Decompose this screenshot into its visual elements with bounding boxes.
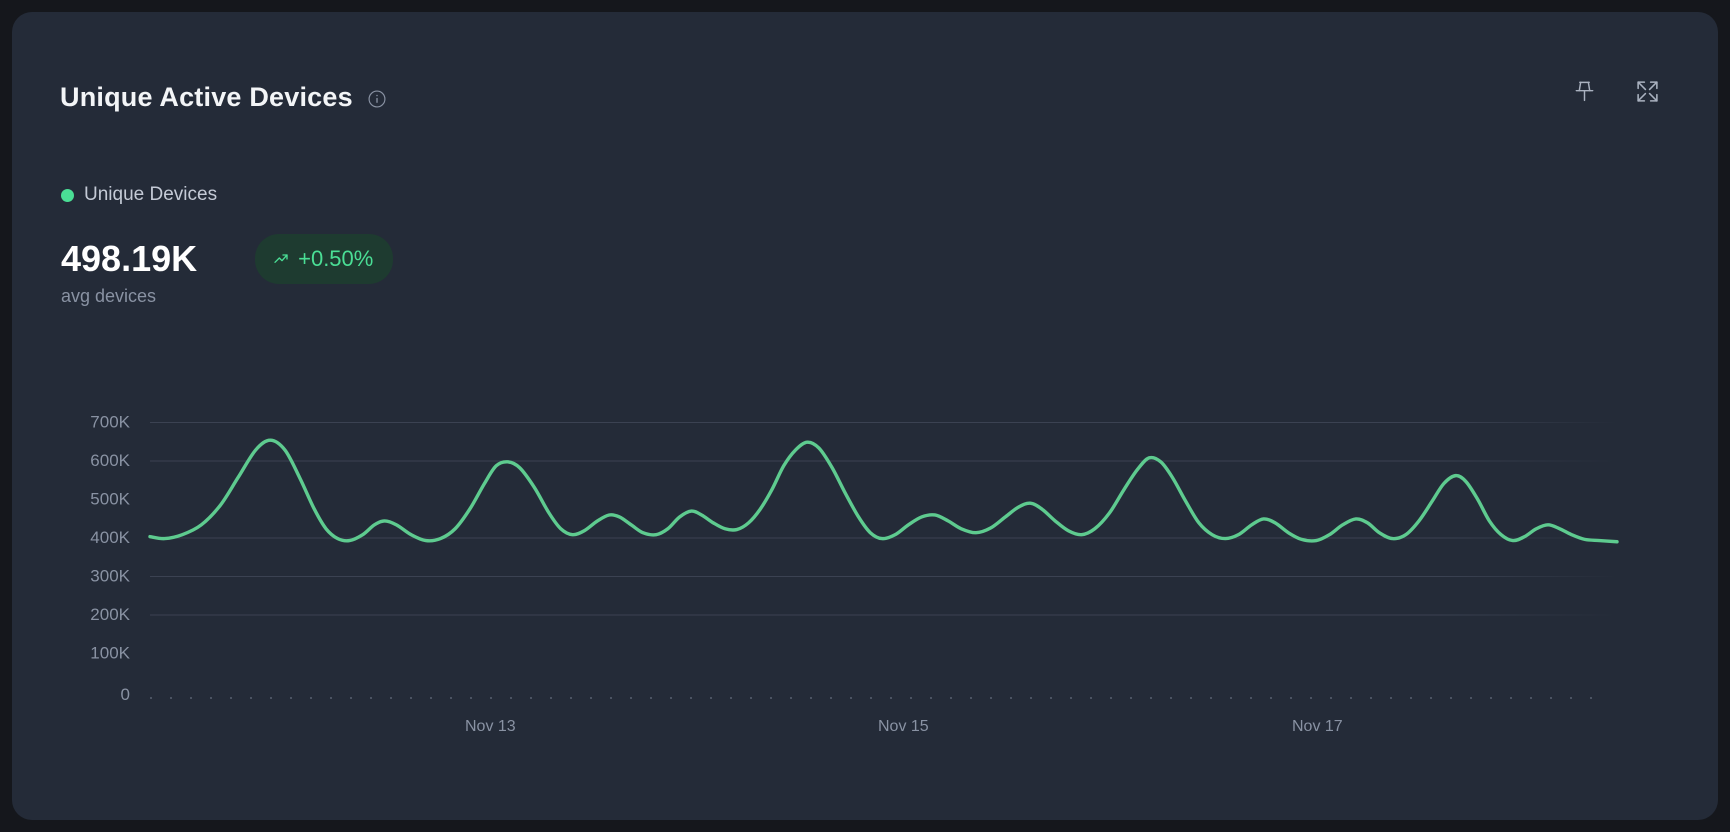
svg-text:500K: 500K — [90, 490, 130, 509]
svg-text:100K: 100K — [90, 644, 130, 663]
svg-text:700K: 700K — [90, 413, 130, 432]
svg-text:600K: 600K — [90, 451, 130, 470]
svg-text:400K: 400K — [90, 528, 130, 547]
svg-text:300K: 300K — [90, 567, 130, 586]
svg-text:0: 0 — [121, 685, 130, 704]
svg-text:200K: 200K — [90, 605, 130, 624]
